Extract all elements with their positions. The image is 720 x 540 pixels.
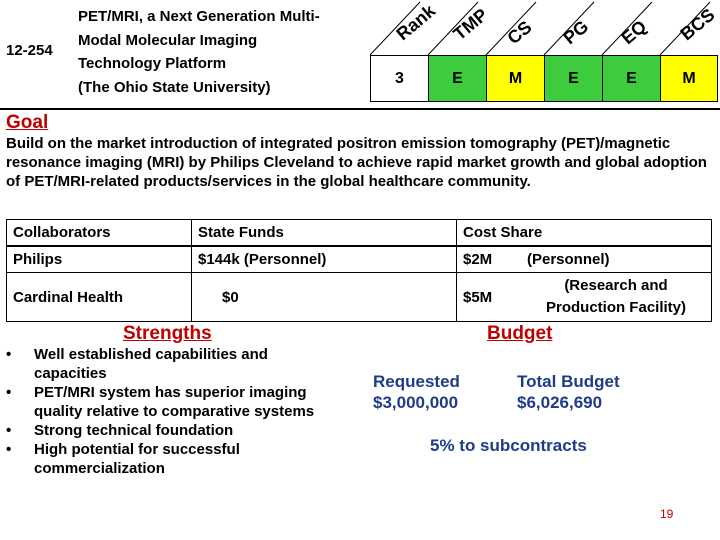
table-row: Philips $144k (Personnel) $2M (Personnel… [6, 245, 712, 273]
goal-text: Build on the market introduction of inte… [6, 135, 707, 190]
bullet-icon: • [6, 384, 12, 401]
table-header-row: Collaborators State Funds Cost Share [6, 219, 712, 247]
subcontracts-note: 5% to subcontracts [430, 436, 587, 455]
rating-bcs: M [660, 55, 718, 102]
table-row: Cardinal Health $0 $5M (Research and Pro… [6, 272, 712, 322]
total-budget-value: $6,026,690 [517, 393, 603, 412]
cost-share-note: (Personnel) [521, 245, 712, 273]
collaborator-name: Philips [6, 245, 192, 273]
bullet-icon: • [6, 422, 12, 439]
project-id: 12-254 [6, 42, 53, 59]
collaborators-table: Collaborators State Funds Cost Share Phi… [6, 219, 712, 322]
header-diagonal-lines [369, 1, 711, 56]
header-cost-share: Cost Share [456, 219, 712, 247]
rating-cs: M [486, 55, 544, 102]
collaborator-name: Cardinal Health [6, 272, 192, 322]
state-funds-value: $144k (Personnel) [191, 245, 457, 273]
project-title-line-3: Technology Platform [78, 55, 227, 72]
cost-share-value: $5M [456, 272, 521, 322]
state-funds-value: $0 [191, 272, 457, 322]
header-divider [0, 108, 720, 110]
strengths-list: • Well established capabilities and capac… [4, 345, 344, 478]
bullet-icon: • [6, 441, 12, 458]
page-number: 19 [660, 507, 674, 521]
total-budget-label: Total Budget [517, 372, 620, 391]
header-collaborators: Collaborators [6, 219, 192, 247]
rating-rank: 3 [370, 55, 428, 102]
list-item: • Strong technical foundation [6, 422, 234, 439]
list-item: • High potential for successful commercia… [6, 441, 240, 477]
rating-tmp: E [428, 55, 486, 102]
project-title-line-4: (The Ohio State University) [78, 79, 271, 96]
budget-title: Budget [487, 323, 553, 344]
requested-label: Requested [373, 372, 460, 391]
header-state-funds: State Funds [191, 219, 457, 247]
requested-value: $3,000,000 [373, 393, 459, 412]
goal-title: Goal [6, 112, 49, 133]
project-title-line-2: Modal Molecular Imaging [78, 32, 258, 49]
cost-share-value: $2M [456, 245, 521, 273]
list-item: • PET/MRI system has superior imaging qua… [6, 384, 315, 420]
project-title-line-1: PET/MRI, a Next Generation Multi- [78, 8, 320, 25]
cost-share-note: (Research and Production Facility) [521, 272, 712, 322]
strengths-title: Strengths [123, 323, 212, 344]
rating-pg: E [544, 55, 602, 102]
list-item: • Well established capabilities and capac… [6, 346, 268, 382]
rating-eq: E [602, 55, 660, 102]
bullet-icon: • [6, 346, 12, 363]
